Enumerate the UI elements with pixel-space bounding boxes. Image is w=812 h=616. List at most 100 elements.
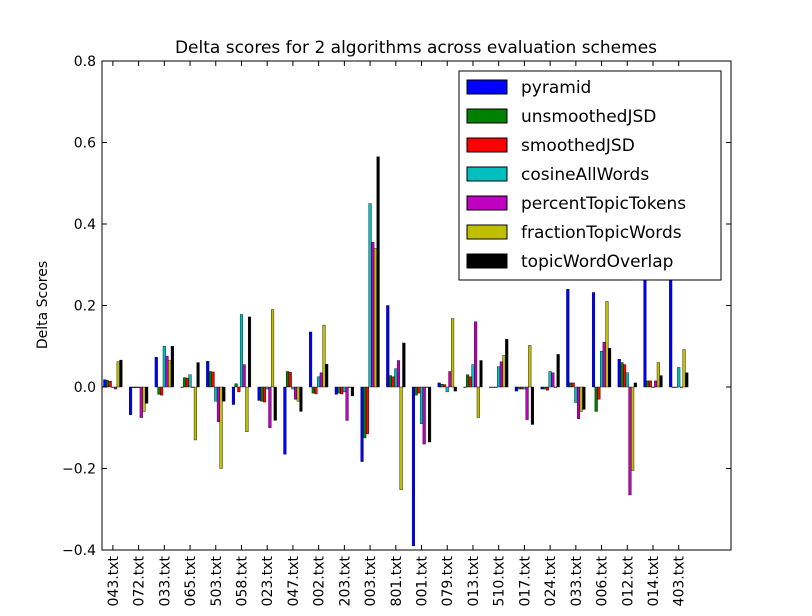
bar-percentTopicTokens-20 <box>628 386 632 496</box>
bar-fractionTopicWords-11 <box>399 386 403 490</box>
bar-pyramid-17 <box>540 386 544 390</box>
legend-label-smoothedJSD: smoothedJSD <box>521 136 635 156</box>
bar-pyramid-8 <box>309 331 313 388</box>
bar-percentTopicTokens-0 <box>114 386 118 390</box>
x-tick-label-0: 043.txt <box>106 555 122 606</box>
bar-cosineAllWords-17 <box>548 371 552 388</box>
legend-swatch-pyramid <box>466 79 508 95</box>
bar-percentTopicTokens-14 <box>474 321 478 388</box>
bar-fractionTopicWords-19 <box>605 301 609 388</box>
bar-percentTopicTokens-8 <box>319 372 323 388</box>
bar-pyramid-3 <box>180 386 184 388</box>
bar-topicWordOverlap-11 <box>402 342 406 388</box>
legend-label-topicWordOverlap: topicWordOverlap <box>521 252 673 272</box>
bar-pyramid-20 <box>617 359 621 388</box>
bar-percentTopicTokens-16 <box>525 386 529 420</box>
x-tick-label-19: 006.txt <box>595 555 611 606</box>
bar-smoothedJSD-13 <box>443 384 447 388</box>
bar-percentTopicTokens-4 <box>216 386 220 422</box>
bar-unsmoothedJSD-1 <box>131 386 135 389</box>
bar-topicWordOverlap-12 <box>428 386 432 443</box>
x-tick-label-9: 203.txt <box>337 555 353 606</box>
bar-pyramid-2 <box>154 357 158 388</box>
x-tick-label-22: 403.txt <box>672 555 688 606</box>
bar-pyramid-7 <box>283 386 287 455</box>
bar-percentTopicTokens-12 <box>422 386 426 445</box>
bar-smoothedJSD-6 <box>262 386 267 403</box>
x-tick-label-6: 023.txt <box>260 555 276 606</box>
x-tick-label-2: 033.txt <box>157 555 173 606</box>
bar-cosineAllWords-19 <box>600 350 604 388</box>
bar-unsmoothedJSD-2 <box>157 386 161 395</box>
bar-unsmoothedJSD-20 <box>620 362 624 388</box>
ticks-layer: −0.4 −0.2 0.0 0.2 0.4 0.6 0.8 043.txt 072.txt 033… <box>62 54 731 606</box>
bar-cosineAllWords-0 <box>111 386 115 388</box>
x-tick-label-13: 079.txt <box>440 555 456 606</box>
bar-cosineAllWords-18 <box>574 386 578 403</box>
bar-fractionTopicWords-10 <box>373 248 377 388</box>
x-tick-label-18: 033.txt <box>569 555 585 606</box>
x-tick-label-10: 003.txt <box>363 555 379 606</box>
legend-swatch-smoothedJSD <box>466 137 508 153</box>
bar-cosineAllWords-22 <box>677 367 681 388</box>
bar-fractionTopicWords-14 <box>476 386 480 418</box>
legend-label-pyramid: pyramid <box>521 78 591 98</box>
x-tick-label-15: 510.txt <box>492 555 508 606</box>
bar-topicWordOverlap-21 <box>659 375 663 388</box>
bar-smoothedJSD-15 <box>494 386 498 388</box>
x-tick-label-21: 014.txt <box>646 555 662 606</box>
bar-cosineAllWords-14 <box>471 364 475 388</box>
bar-topicWordOverlap-22 <box>685 372 689 388</box>
x-tick-label-16: 017.txt <box>517 555 533 606</box>
bar-fractionTopicWords-18 <box>579 386 583 412</box>
legend-swatch-topicWordOverlap <box>466 253 508 269</box>
bar-fractionTopicWords-17 <box>553 386 558 388</box>
bar-unsmoothedJSD-0 <box>105 380 110 388</box>
bar-percentTopicTokens-9 <box>345 386 349 421</box>
bar-percentTopicTokens-11 <box>396 360 401 388</box>
bar-smoothedJSD-0 <box>108 381 112 388</box>
x-tick-label-5: 058.txt <box>234 555 250 606</box>
bar-percentTopicTokens-19 <box>602 341 606 388</box>
bar-unsmoothedJSD-3 <box>183 377 187 388</box>
bar-cosineAllWords-3 <box>188 374 192 388</box>
bar-topicWordOverlap-0 <box>119 359 123 388</box>
y-tick-label-4: 0.4 <box>74 217 96 233</box>
bar-smoothedJSD-18 <box>571 382 575 388</box>
legend-swatch-percentTopicTokens <box>466 195 508 211</box>
bar-cosineAllWords-15 <box>497 366 501 388</box>
bar-topicWordOverlap-15 <box>505 339 509 388</box>
bar-pyramid-16 <box>514 386 518 392</box>
bar-unsmoothedJSD-22 <box>671 386 675 388</box>
bar-pyramid-15 <box>489 386 493 388</box>
bar-percentTopicTokens-5 <box>242 364 246 388</box>
x-tick-label-14: 013.txt <box>466 555 482 606</box>
bar-smoothedJSD-22 <box>674 386 678 388</box>
bar-unsmoothedJSD-15 <box>491 386 495 388</box>
bar-smoothedJSD-8 <box>314 386 318 395</box>
bar-smoothedJSD-2 <box>160 386 164 396</box>
bar-topicWordOverlap-9 <box>350 386 354 397</box>
x-tick-label-1: 072.txt <box>132 555 148 606</box>
y-tick-label-3: 0.2 <box>74 299 96 315</box>
bar-cosineAllWords-13 <box>445 386 449 393</box>
bar-cosineAllWords-20 <box>625 372 629 388</box>
bar-percentTopicTokens-6 <box>268 386 272 428</box>
bar-percentTopicTokens-18 <box>576 386 581 419</box>
legend-swatch-cosineAllWords <box>466 166 508 182</box>
legend-swatch-unsmoothedJSD <box>466 108 508 124</box>
bar-cosineAllWords-2 <box>162 346 166 388</box>
bar-unsmoothedJSD-5 <box>234 383 238 388</box>
bar-pyramid-0 <box>103 379 107 388</box>
bar-unsmoothedJSD-16 <box>517 386 521 390</box>
x-tick-label-20: 012.txt <box>620 555 636 606</box>
bar-topicWordOverlap-2 <box>170 346 174 388</box>
bar-percentTopicTokens-7 <box>294 386 298 400</box>
bar-topicWordOverlap-8 <box>325 363 329 388</box>
bar-smoothedJSD-11 <box>391 376 395 388</box>
bar-fractionTopicWords-0 <box>116 361 120 388</box>
bar-smoothedJSD-1 <box>134 386 138 389</box>
bar-unsmoothedJSD-13 <box>440 383 444 388</box>
